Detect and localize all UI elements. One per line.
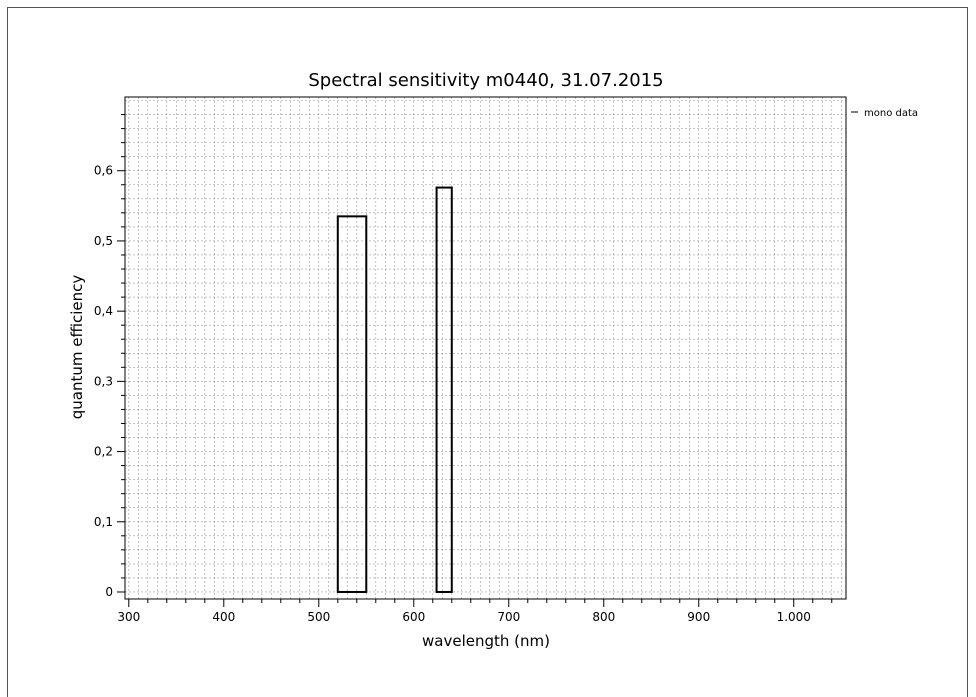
- axis-ticks: 300 400 500 600 700 800 900 1.000 0 0,1 0,2 0,3 0,4 0…: [94, 114, 833, 624]
- y-tick-label: 0,3: [94, 374, 113, 388]
- x-tick-label: 600: [402, 610, 425, 624]
- x-tick-label: 400: [212, 610, 235, 624]
- x-tick-label: 500: [307, 610, 330, 624]
- legend: mono data: [851, 108, 918, 119]
- chart-frame: [7, 7, 968, 697]
- y-axis-title: quantum efficiency: [68, 275, 86, 420]
- x-tick-label: 800: [592, 610, 615, 624]
- x-axis-title: wavelength (nm): [422, 632, 550, 650]
- legend-label-mono-data: mono data: [864, 108, 918, 119]
- y-tick-label: 0,2: [94, 445, 113, 459]
- data-bar: [336, 215, 368, 593]
- y-tick-label: 0,1: [94, 515, 113, 529]
- y-tick-label: 0: [105, 585, 113, 599]
- y-tick-label: 0,4: [94, 304, 113, 318]
- x-tick-label: 700: [497, 610, 520, 624]
- y-tick-label: 0,5: [94, 234, 113, 248]
- x-tick-label: 1.000: [777, 610, 811, 624]
- grid-layer: [125, 97, 846, 599]
- data-bars: [336, 186, 453, 593]
- y-tick-label: 0,6: [94, 164, 113, 178]
- data-bar: [435, 186, 453, 593]
- plot-area-border: [124, 96, 847, 600]
- chart-title: Spectral sensitivity m0440, 31.07.2015: [308, 70, 663, 91]
- x-tick-label: 900: [687, 610, 710, 624]
- x-tick-label: 300: [117, 610, 140, 624]
